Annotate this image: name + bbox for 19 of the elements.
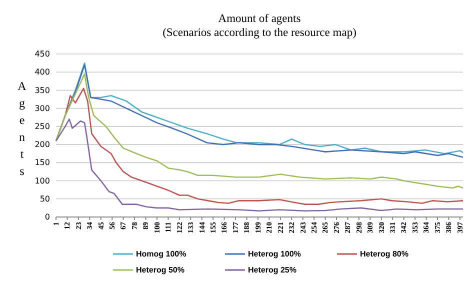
line-series [55, 73, 464, 189]
legend-label: Heterog 50% [136, 266, 184, 275]
y-tick-label: 400 [34, 68, 50, 77]
y-tick-label: 250 [34, 122, 50, 132]
y-axis-title: Agents [18, 79, 27, 178]
line-series [55, 118, 464, 212]
y-tick-label: 50 [40, 194, 50, 204]
legend-label: Heterog 100% [248, 250, 301, 259]
y-tick-label: 300 [34, 104, 50, 113]
legend-label: Heterog 25% [248, 266, 296, 275]
y-tick-label: 150 [34, 158, 50, 168]
y-tick-label: 350 [34, 86, 50, 95]
y-tick-label: 200 [34, 140, 50, 150]
chart-title: Amount of agents (Scenarios according to the resource map) [162, 13, 357, 39]
legend-label: Heterog 80% [360, 250, 408, 259]
y-tick-label: 0 [44, 212, 50, 222]
y-tick-label: 450 [34, 50, 50, 59]
y-tick-label: 100 [34, 176, 50, 186]
legend-label: Homog 100% [136, 250, 186, 259]
